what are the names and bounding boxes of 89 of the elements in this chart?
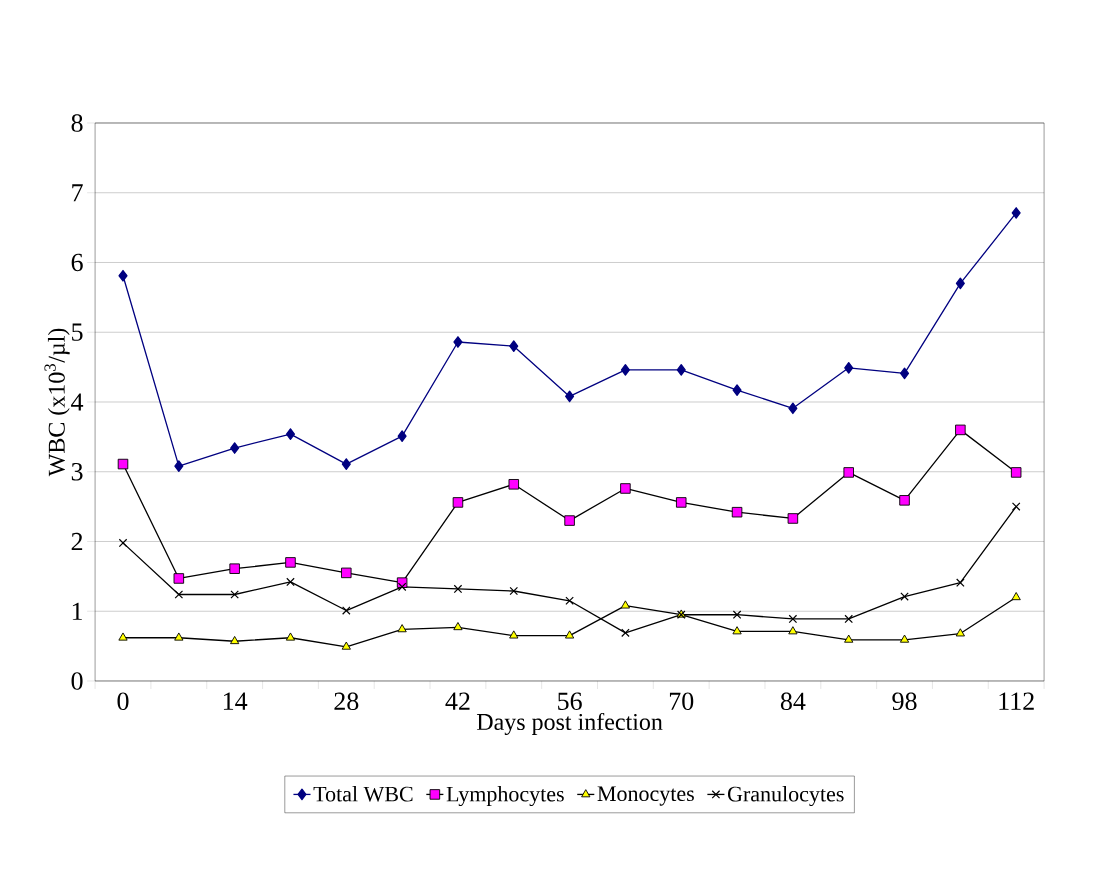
- point: [118, 538, 128, 548]
- point: [788, 626, 798, 635]
- point: [620, 483, 631, 494]
- point: [509, 630, 519, 639]
- point: [955, 628, 965, 637]
- point: [732, 610, 742, 619]
- point: [1011, 207, 1021, 219]
- point: [620, 600, 631, 609]
- point: [1010, 467, 1022, 478]
- point: [341, 641, 351, 650]
- legend-label: Granulocytes: [728, 786, 844, 807]
- point: [508, 479, 520, 490]
- point: [844, 614, 853, 624]
- point: [286, 577, 295, 587]
- x-tick-label: 98: [892, 692, 917, 711]
- point: [230, 635, 240, 645]
- point: [731, 506, 743, 518]
- point: [285, 428, 296, 440]
- point: [787, 513, 799, 524]
- point: [955, 424, 966, 436]
- point: [788, 402, 798, 415]
- point: [397, 624, 407, 633]
- point: [565, 596, 574, 606]
- y-tick-label: 7: [72, 184, 83, 202]
- point: [118, 632, 128, 641]
- point: [117, 458, 129, 470]
- point: [1011, 592, 1021, 601]
- point: [453, 584, 463, 594]
- point: [285, 632, 296, 641]
- point: [342, 606, 351, 615]
- point: [230, 442, 240, 454]
- y-tick-label: 6: [71, 253, 83, 272]
- x-tick-label: 56: [558, 692, 582, 710]
- point: [453, 336, 463, 348]
- point: [285, 557, 296, 568]
- point: [452, 497, 464, 508]
- point: [174, 590, 184, 599]
- x-tick-label: 42: [445, 692, 470, 710]
- legend-label: Total WBC: [313, 786, 413, 802]
- point: [341, 458, 351, 470]
- point: [788, 614, 798, 624]
- legend-label: Lymphocytes: [446, 786, 564, 807]
- y-tick-label: 5: [72, 323, 83, 341]
- point: [899, 367, 910, 380]
- point: [565, 390, 575, 403]
- x-tick-label: 70: [669, 692, 694, 711]
- y-axis-title: WBC (x10$^{3}$/µl): [44, 328, 70, 477]
- point: [173, 573, 185, 584]
- point: [900, 592, 909, 601]
- x-tick-label: 14: [223, 692, 248, 710]
- y-tick-label: 2: [71, 532, 83, 551]
- y-tick-label: 0: [71, 672, 83, 690]
- y-tick-label: 1: [72, 602, 82, 620]
- x-axis-title: Days post infection: [476, 712, 663, 735]
- x-tick-label: 112: [999, 692, 1034, 710]
- point: [844, 634, 854, 643]
- y-tick-label: 8: [71, 114, 83, 132]
- point: [844, 361, 854, 374]
- point: [118, 269, 128, 282]
- point: [676, 364, 686, 376]
- y-tick-label: 4: [71, 393, 84, 411]
- point: [174, 460, 184, 473]
- point: [509, 586, 519, 596]
- point: [230, 590, 239, 599]
- point: [564, 630, 575, 639]
- legend-label: Monocytes: [597, 786, 694, 806]
- point: [732, 384, 742, 396]
- point: [956, 578, 965, 587]
- point: [675, 497, 687, 508]
- point: [453, 622, 463, 631]
- point: [621, 628, 630, 638]
- x-tick-label: 84: [780, 692, 806, 711]
- point: [397, 430, 407, 443]
- point: [341, 567, 352, 579]
- point: [397, 582, 407, 592]
- point: [620, 364, 630, 376]
- point: [955, 277, 965, 290]
- point: [1011, 502, 1021, 511]
- y-tick-label: 3: [71, 463, 83, 481]
- x-tick-label: 28: [334, 692, 359, 711]
- point: [509, 340, 519, 353]
- point: [843, 467, 854, 478]
- point: [899, 495, 910, 506]
- point: [732, 626, 742, 635]
- point: [564, 515, 575, 526]
- x-tick-label: 0: [117, 692, 129, 711]
- point: [899, 634, 910, 643]
- point: [229, 563, 240, 574]
- point: [174, 632, 184, 641]
